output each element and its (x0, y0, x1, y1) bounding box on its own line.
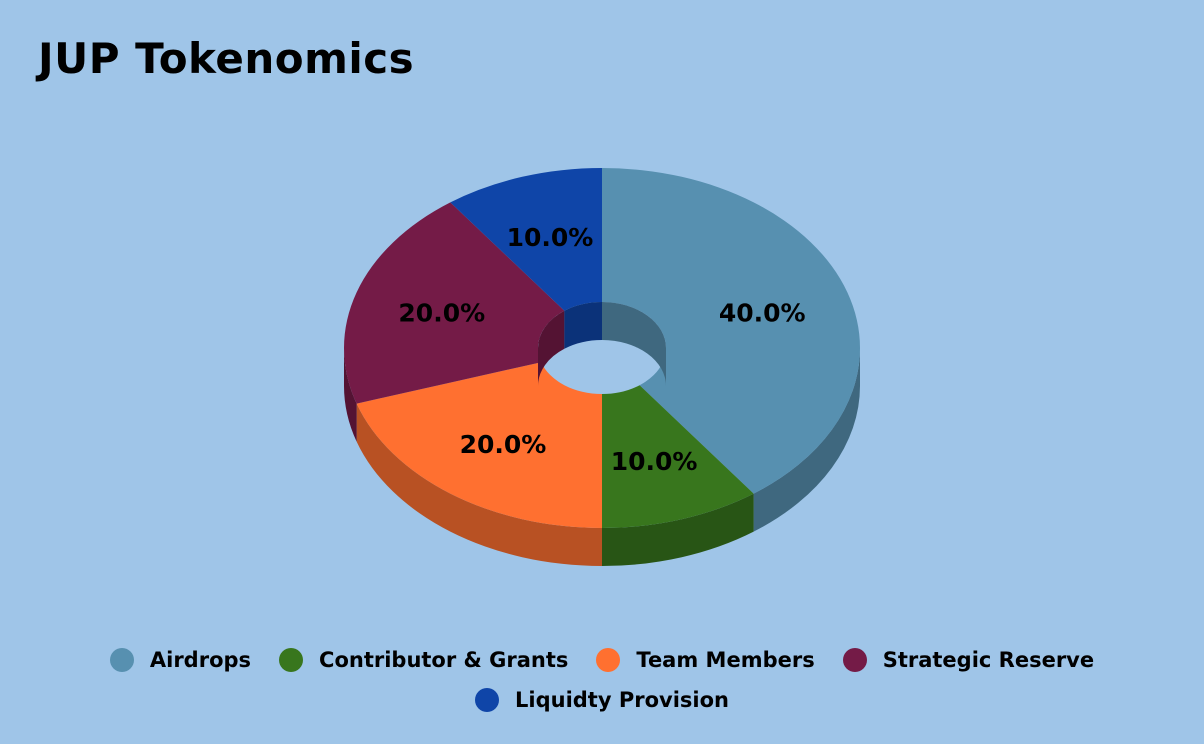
data-label-airdrops: 40.0% (719, 299, 806, 328)
chart-title: JUP Tokenomics (38, 34, 415, 83)
donut-slices (343, 168, 860, 528)
legend-label: Liquidty Provision (515, 688, 729, 712)
slice-inner-wall (602, 302, 666, 386)
legend-item-contributor-grants[interactable]: Contributor & Grants (279, 646, 568, 674)
legend-swatch-icon (109, 648, 134, 672)
legend-swatch-icon (475, 688, 500, 712)
donut-inner-wall (538, 302, 666, 386)
legend-swatch-icon (596, 648, 621, 672)
data-label-strategic-reserve: 20.0% (398, 299, 485, 328)
slice-side (753, 348, 860, 532)
legend-item-liquidty-provision[interactable]: Liquidty Provision (475, 686, 729, 714)
legend-label: Airdrops (149, 648, 252, 672)
donut-sides (344, 348, 860, 566)
donut-labels: 40.0% 10.0% 20.0% 20.0% 10.0% (398, 223, 805, 476)
slice-side (602, 493, 754, 566)
legend-label: Team Members (636, 648, 815, 672)
slice-side (344, 348, 357, 442)
slice-team-members[interactable] (356, 362, 602, 528)
legend-item-strategic-reserve[interactable]: Strategic Reserve (842, 646, 1095, 674)
data-label-contributor-grants: 10.0% (611, 447, 698, 476)
legend-label: Contributor & Grants (319, 648, 569, 672)
slice-inner-wall (538, 310, 565, 386)
legend-label: Strategic Reserve (882, 648, 1095, 672)
slice-inner-wall (564, 302, 602, 349)
chart-legend: Airdrops Contributor & Grants Team Members… (0, 646, 1204, 714)
legend-item-team-members[interactable]: Team Members (596, 646, 815, 674)
slice-contributor-grants[interactable] (602, 385, 754, 528)
data-label-team-members: 20.0% (460, 430, 547, 459)
legend-swatch-icon (279, 648, 304, 672)
slice-airdrops[interactable] (602, 168, 860, 494)
slice-strategic-reserve[interactable] (343, 202, 565, 404)
data-label-liquidty-provision: 10.0% (507, 223, 594, 252)
donut-chart: 40.0% 10.0% 20.0% 20.0% 10.0% (343, 168, 860, 566)
legend-swatch-icon (842, 648, 867, 672)
slice-side (356, 403, 602, 566)
legend-item-airdrops[interactable]: Airdrops (109, 646, 252, 674)
slice-liquidty-provision[interactable] (450, 168, 602, 311)
